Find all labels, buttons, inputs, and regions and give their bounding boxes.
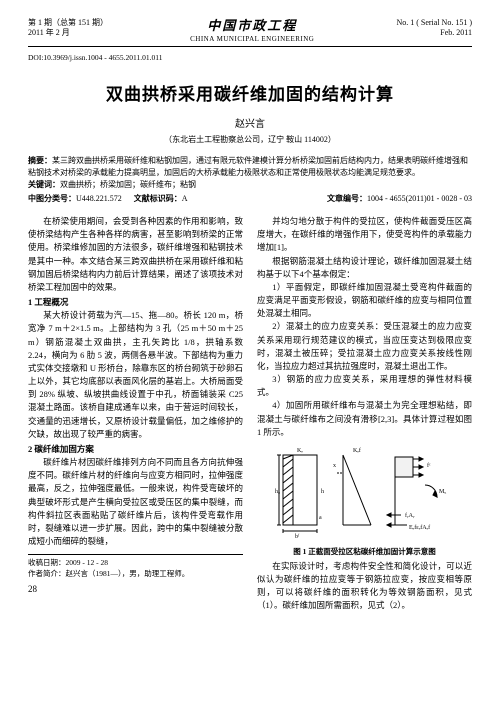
article-author: 赵兴言 xyxy=(28,115,472,130)
page-header: 第 1 期（总第 151 期） 2011 年 2 月 中国市政工程 CHINA … xyxy=(28,18,472,44)
clc-label: 中图分类号： xyxy=(28,194,76,203)
header-rule xyxy=(28,46,472,47)
fig-label-ecf: EₑfεₑfAₑf xyxy=(409,524,430,531)
abstract-row: 摘要：某三跨双曲拱桥采用碳纤维和粘钢加固，通过有限元软件建模计算分析桥梁加固前后… xyxy=(28,155,472,179)
fig-label-kcf: Kₑf xyxy=(353,447,361,454)
figure-1: Kₑ Kₑf x h₀ h a bᶠ fᶜ Mᵤ fᵧAᵧ EₑfεₑfAₑf … xyxy=(275,445,455,558)
received-date: 2009 - 12 - 28 xyxy=(66,558,109,567)
figure-1-caption: 图 1 正截面受拉区粘碳纤维加固计算示意图 xyxy=(275,546,455,558)
article-id-label: 文章编号： xyxy=(327,194,367,203)
fig-label-h: h xyxy=(321,489,324,495)
author-bio-label: 作者简介： xyxy=(28,569,66,578)
month-label: Feb. 2011 xyxy=(396,28,472,38)
article-affiliation: （东北岩土工程勘察总公司，辽宁 鞍山 114002） xyxy=(28,134,472,145)
doi-text: DOI:10.3969/j.issn.1004 - 4655.2011.01.0… xyxy=(28,53,472,62)
received-label: 收稿日期： xyxy=(28,558,66,567)
fig-label-fyay: fᵧAᵧ xyxy=(405,512,415,519)
intro-paragraph: 在桥梁使用期间，会受到各种因素的作用和影响，致使桥梁结构产生各种各样的病害，甚至… xyxy=(28,215,243,294)
col2-p2: 根据钢筋混凝土结构设计理论，碳纤维加固混凝土结构基于以下4个基本假定： xyxy=(257,255,472,281)
header-right: No. 1 ( Serial No. 151 ) Feb. 2011 xyxy=(396,18,472,44)
figure-1-svg: Kₑ Kₑf x h₀ h a bᶠ fᶜ Mᵤ fᵧAᵧ EₑfεₑfAₑf xyxy=(275,445,455,540)
clc-block: 中图分类号：U448.221.572 文献标识码：A xyxy=(28,193,188,205)
col2-p1: 并均匀地分散于构件的受拉区，使构件截面受压区高度增大，在碳纤维的增强作用下，使受… xyxy=(257,215,472,255)
article-id-text: 1004 - 4655(2011)01 - 0028 - 03 xyxy=(367,194,472,203)
header-left: 第 1 期（总第 151 期） 2011 年 2 月 xyxy=(28,18,108,44)
footer-block: 收稿日期：2009 - 12 - 28 作者简介：赵兴言（1981—），男，助理… xyxy=(28,554,243,579)
abstract-label: 摘要： xyxy=(28,156,52,165)
abstract-text: 某三跨双曲拱桥采用碳纤维和粘钢加固，通过有限元软件建模计算分析桥梁加固前后结构内… xyxy=(28,156,468,177)
author-bio-text: 赵兴言（1981—），男，助理工程师。 xyxy=(66,569,190,578)
col2-p7: 在实际设计时，考虑构件安全性和简化设计，可以近似认为碳纤维的拉应变等于钢筋拉应变… xyxy=(257,560,472,613)
article-id-block: 文章编号：1004 - 4655(2011)01 - 0028 - 03 xyxy=(327,193,472,205)
journal-title-en: CHINA MUNICIPAL ENGINEERING xyxy=(190,35,314,44)
article-title: 双曲拱桥采用碳纤维加固的结构计算 xyxy=(28,80,472,105)
body-columns: 在桥梁使用期间，会受到各种因素的作用和影响，致使桥梁结构产生各种各样的病害，甚至… xyxy=(28,215,472,612)
fig-label-x: x xyxy=(333,463,336,469)
clc-text: U448.221.572 xyxy=(76,194,122,203)
fig-label-h0: h₀ xyxy=(275,489,280,495)
fig-label-mu: Mᵤ xyxy=(439,489,446,495)
column-right: 并均匀地分散于构件的受拉区，使构件截面受压区高度增大，在碳纤维的增强作用下，使受… xyxy=(257,215,472,612)
header-center: 中国市政工程 CHINA MUNICIPAL ENGINEERING xyxy=(190,18,314,44)
author-bio-row: 作者简介：赵兴言（1981—），男，助理工程师。 xyxy=(28,569,243,580)
serial-label: No. 1 ( Serial No. 151 ) xyxy=(396,18,472,28)
col2-p4: 2）混凝土的应力应变关系：受压混凝土的应力应变关系采用现行规范建议的模式，当应压… xyxy=(257,320,472,373)
date-label: 2011 年 2 月 xyxy=(28,28,108,38)
doc-code-label: 文献标识码： xyxy=(134,194,182,203)
keywords-row: 关键词：双曲拱桥；桥梁加固；碳纤维布；粘钢 xyxy=(28,179,472,191)
fig-label-kc: Kₑ xyxy=(297,448,303,454)
issue-label: 第 1 期（总第 151 期） xyxy=(28,18,108,28)
doc-code-text: A xyxy=(182,194,188,203)
section-1-title: 1 工程概况 xyxy=(28,296,243,309)
column-left: 在桥梁使用期间，会受到各种因素的作用和影响，致使桥梁结构产生各种各样的病害，甚至… xyxy=(28,215,243,612)
col2-p3: 1）平面假定，即碳纤维加固混凝土受弯构件截面的应变满足平面变形假设，钢筋和碳纤维… xyxy=(257,281,472,321)
meta-row-codes: 中图分类号：U448.221.572 文献标识码：A 文章编号：1004 - 4… xyxy=(28,193,472,205)
keywords-text: 双曲拱桥；桥梁加固；碳纤维布；粘钢 xyxy=(60,180,196,189)
page-number: 28 xyxy=(28,583,243,597)
page: 第 1 期（总第 151 期） 2011 年 2 月 中国市政工程 CHINA … xyxy=(0,0,500,724)
fig-label-a: a xyxy=(319,515,322,521)
meta-block: 摘要：某三跨双曲拱桥采用碳纤维和粘钢加固，通过有限元软件建模计算分析桥梁加固前后… xyxy=(28,155,472,205)
keywords-label: 关键词： xyxy=(28,180,60,189)
fig-label-fc: fᶜ xyxy=(427,462,431,469)
received-row: 收稿日期：2009 - 12 - 28 xyxy=(28,558,243,569)
fig-label-bf: bᶠ xyxy=(295,534,300,540)
section-2-title: 2 碳纤维加固方案 xyxy=(28,443,243,456)
journal-title-cn: 中国市政工程 xyxy=(190,18,314,35)
section-1-para: 某大桥设计荷载为汽—15、拖—80。桥长 120 m，桥宽净 7 m＋2×1.5… xyxy=(28,309,243,441)
section-2-para: 碳纤维片材因碳纤维排列方向不同而且各方向抗伸强度不同。碳纤维片材的纤维向与应变方… xyxy=(28,456,243,548)
col2-p5: 3）钢筋的应力应变关系，采用理想的弹性材料模式。 xyxy=(257,373,472,399)
col2-p6: 4）加固所用碳纤维布与混凝土为完全理想粘结，即混凝土与碳纤维布之间没有滑移[2,… xyxy=(257,399,472,439)
